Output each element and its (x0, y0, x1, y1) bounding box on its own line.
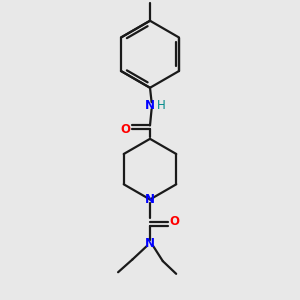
Text: N: N (145, 237, 155, 250)
Text: N: N (145, 99, 155, 112)
Text: O: O (169, 215, 180, 228)
Text: N: N (145, 193, 155, 206)
Text: O: O (120, 123, 130, 136)
Text: H: H (157, 99, 166, 112)
